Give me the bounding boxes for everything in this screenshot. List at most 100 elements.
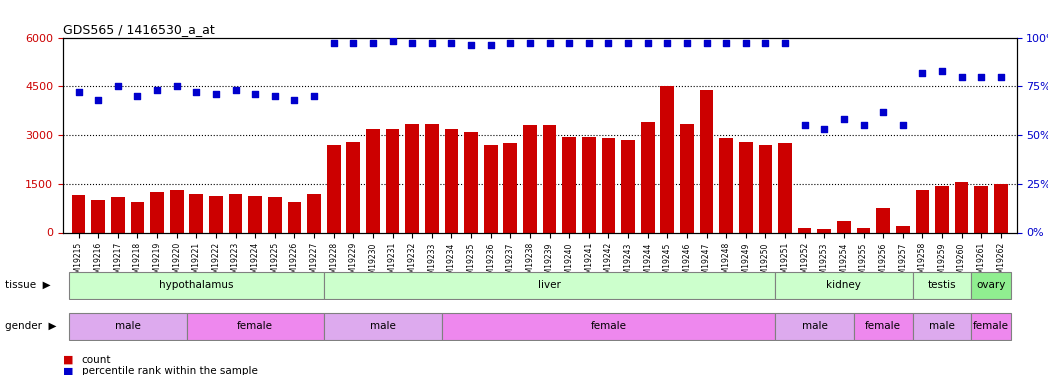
Bar	[444, 129, 458, 232]
Point	[345, 40, 362, 46]
Bar	[386, 129, 399, 232]
Point	[325, 40, 342, 46]
Text: testis: testis	[927, 280, 957, 290]
Bar	[876, 208, 890, 232]
Point	[835, 116, 852, 122]
Point	[502, 40, 519, 46]
Bar	[268, 197, 282, 232]
Point	[227, 87, 244, 93]
Point	[109, 83, 126, 89]
Point	[639, 40, 656, 46]
Point	[385, 38, 401, 44]
Text: female: female	[865, 321, 901, 331]
FancyBboxPatch shape	[971, 313, 1010, 340]
Text: male: male	[930, 321, 955, 331]
Point	[738, 40, 755, 46]
Point	[365, 40, 381, 46]
Point	[149, 87, 166, 93]
FancyBboxPatch shape	[854, 313, 913, 340]
Bar	[798, 228, 811, 232]
FancyBboxPatch shape	[441, 313, 776, 340]
Text: GDS565 / 1416530_a_at: GDS565 / 1416530_a_at	[63, 23, 215, 36]
Bar	[190, 194, 203, 232]
Bar	[759, 145, 772, 232]
Bar	[719, 138, 733, 232]
FancyBboxPatch shape	[324, 313, 441, 340]
Point	[601, 40, 617, 46]
Point	[934, 68, 951, 74]
Point	[973, 74, 989, 80]
Bar	[347, 141, 361, 232]
Point	[894, 122, 911, 128]
Bar	[91, 200, 105, 232]
Point	[619, 40, 636, 46]
Point	[286, 97, 303, 103]
Bar	[778, 143, 792, 232]
Bar	[406, 124, 419, 232]
Point	[777, 40, 793, 46]
Text: kidney: kidney	[827, 280, 861, 290]
Point	[855, 122, 872, 128]
Point	[482, 42, 499, 48]
Text: female: female	[590, 321, 627, 331]
Point	[875, 109, 892, 115]
Text: female: female	[973, 321, 1009, 331]
Point	[169, 83, 185, 89]
Text: male: male	[802, 321, 827, 331]
Text: male: male	[114, 321, 140, 331]
Bar	[563, 136, 576, 232]
Point	[816, 126, 833, 132]
Bar	[464, 132, 478, 232]
FancyBboxPatch shape	[187, 313, 324, 340]
Text: ovary: ovary	[977, 280, 1006, 290]
Text: count: count	[82, 355, 111, 365]
Point	[462, 42, 479, 48]
Bar	[582, 136, 595, 232]
Bar	[916, 190, 930, 232]
Bar	[739, 141, 752, 232]
Point	[561, 40, 577, 46]
FancyBboxPatch shape	[971, 272, 1010, 298]
Point	[541, 40, 558, 46]
Point	[678, 40, 695, 46]
FancyBboxPatch shape	[69, 272, 324, 298]
Text: ■: ■	[63, 366, 73, 375]
Point	[403, 40, 420, 46]
Bar	[621, 140, 635, 232]
Bar	[660, 86, 674, 232]
Bar	[150, 192, 163, 232]
Bar	[111, 197, 125, 232]
Bar	[896, 226, 910, 232]
Point	[718, 40, 735, 46]
Bar	[602, 138, 615, 232]
FancyBboxPatch shape	[776, 272, 913, 298]
Point	[266, 93, 283, 99]
Bar	[935, 186, 948, 232]
Text: liver: liver	[538, 280, 561, 290]
Point	[954, 74, 970, 80]
Bar	[71, 195, 86, 232]
Bar	[366, 129, 379, 232]
Bar	[975, 186, 988, 232]
Bar	[700, 90, 714, 232]
Bar	[131, 202, 145, 232]
Point	[188, 89, 204, 95]
Bar	[503, 143, 517, 232]
Bar	[248, 196, 262, 232]
Text: gender  ▶: gender ▶	[5, 321, 57, 331]
Bar	[856, 228, 871, 232]
Bar	[640, 122, 655, 232]
Bar	[523, 125, 537, 232]
Text: ■: ■	[63, 355, 73, 365]
Bar	[327, 145, 341, 232]
Text: percentile rank within the sample: percentile rank within the sample	[82, 366, 258, 375]
Bar	[424, 124, 439, 232]
Bar	[543, 125, 556, 232]
FancyBboxPatch shape	[913, 313, 971, 340]
FancyBboxPatch shape	[776, 313, 854, 340]
Point	[306, 93, 323, 99]
Bar	[287, 202, 302, 232]
Point	[246, 91, 263, 97]
Point	[208, 91, 224, 97]
Point	[443, 40, 460, 46]
